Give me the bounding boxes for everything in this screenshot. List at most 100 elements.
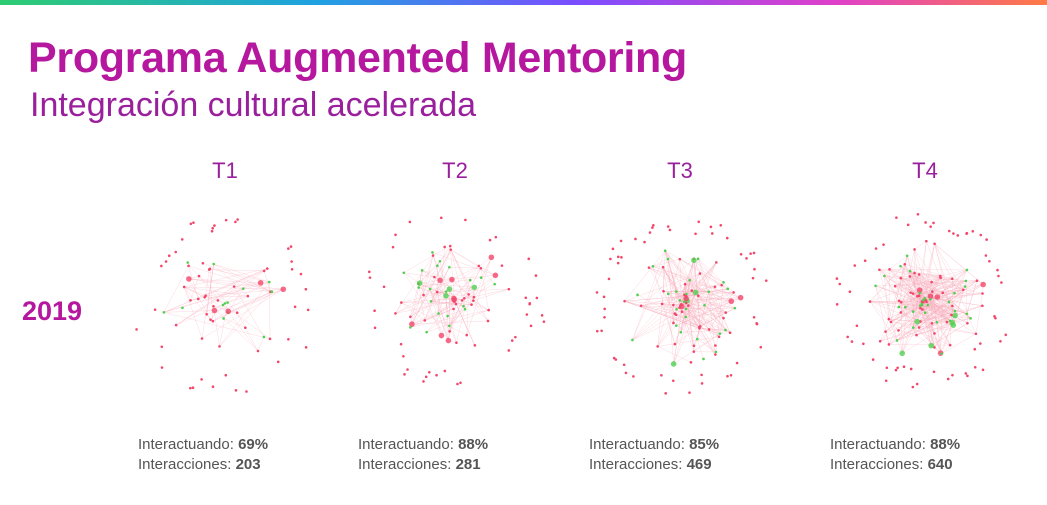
node [487, 308, 490, 312]
edge [926, 241, 950, 303]
node [187, 264, 190, 268]
node [420, 269, 424, 272]
node [463, 307, 467, 311]
node [270, 290, 274, 294]
edge [437, 265, 474, 301]
node [724, 328, 727, 332]
edge [450, 249, 489, 322]
node [616, 261, 620, 265]
edge [917, 277, 941, 297]
node [472, 295, 476, 299]
node [950, 277, 954, 281]
node [204, 294, 207, 298]
node [948, 343, 952, 347]
node [737, 294, 744, 301]
node [391, 245, 395, 249]
edge [233, 286, 265, 338]
edge [888, 318, 918, 322]
node [200, 378, 203, 381]
edge [901, 303, 923, 354]
node [222, 317, 225, 320]
edge [926, 301, 953, 323]
stat-row: Interacciones: 203 [138, 455, 268, 475]
edge [419, 283, 442, 336]
node [919, 306, 922, 310]
edge [676, 258, 699, 326]
edge [925, 299, 952, 316]
node [181, 306, 184, 310]
edge [668, 291, 709, 295]
edge [936, 286, 966, 323]
node [492, 272, 499, 279]
node [448, 244, 452, 248]
edge [900, 277, 918, 297]
node [696, 337, 699, 341]
edge [648, 267, 726, 313]
node [436, 264, 439, 268]
edge [632, 250, 666, 341]
node [931, 290, 934, 293]
node [406, 368, 409, 371]
node [713, 285, 717, 289]
node [956, 234, 960, 237]
edge [685, 262, 717, 298]
node [971, 229, 975, 233]
node [899, 276, 903, 280]
edge [206, 264, 214, 315]
node [262, 269, 266, 273]
node [472, 299, 475, 302]
edge [624, 300, 677, 315]
node [940, 352, 944, 355]
edge [674, 297, 741, 345]
edge [689, 273, 701, 281]
node [988, 259, 991, 263]
edge [888, 293, 914, 345]
node [916, 294, 919, 298]
node [299, 272, 303, 276]
node [510, 339, 514, 342]
edge [641, 305, 680, 308]
node [965, 268, 969, 272]
edge [898, 289, 920, 308]
edge [680, 292, 696, 333]
edge [424, 249, 451, 321]
edge [468, 294, 472, 305]
edge [652, 266, 664, 268]
edge [437, 265, 439, 314]
edge [913, 273, 915, 328]
node [186, 261, 190, 264]
node [899, 264, 902, 268]
edge [693, 326, 701, 346]
edge [674, 292, 696, 345]
node [409, 326, 412, 329]
node [683, 295, 689, 302]
edge [916, 322, 953, 336]
node [913, 248, 916, 251]
edge [685, 302, 721, 334]
node [981, 368, 985, 372]
edge [923, 300, 941, 354]
edge [448, 308, 454, 341]
node [417, 286, 421, 289]
edge [888, 269, 890, 320]
node [728, 331, 732, 334]
node [212, 262, 215, 266]
node [964, 279, 968, 283]
edge [898, 306, 953, 323]
edge [715, 282, 724, 352]
edge [466, 257, 492, 336]
node [908, 275, 912, 278]
edge [942, 286, 966, 294]
node [462, 304, 465, 308]
edge [869, 301, 921, 322]
node [913, 271, 916, 275]
node [373, 326, 377, 330]
edge [691, 284, 722, 291]
edge [418, 287, 447, 297]
edge [175, 268, 268, 326]
edge [934, 243, 950, 303]
edge [920, 314, 952, 322]
edge [648, 267, 732, 302]
node [720, 283, 723, 287]
edge [183, 286, 191, 301]
